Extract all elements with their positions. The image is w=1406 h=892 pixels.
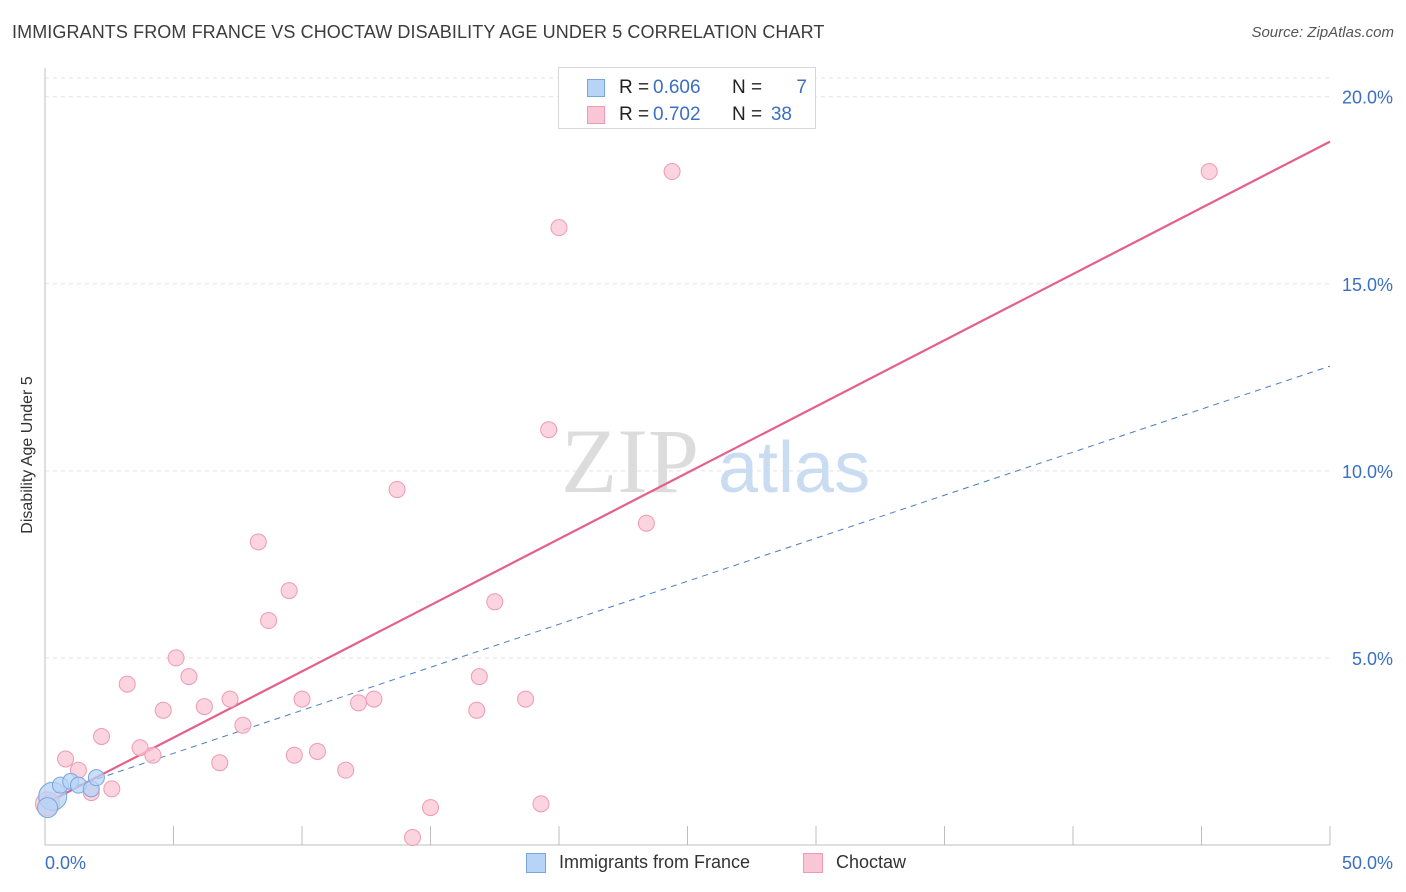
choctaw-point — [365, 690, 383, 708]
legend-choctaw-label: Choctaw — [836, 852, 907, 872]
choctaw-point — [93, 727, 111, 745]
watermark: ZIP atlas — [561, 410, 870, 512]
choctaw-point — [195, 698, 213, 716]
axes — [44, 68, 1331, 846]
choctaw-point — [131, 739, 149, 757]
choctaw-point — [422, 799, 439, 817]
choctaw-point — [293, 690, 311, 708]
legend-choctaw-swatch — [803, 853, 823, 873]
choctaw-point — [540, 421, 558, 439]
choctaw-point — [532, 795, 550, 813]
chart-title: IMMIGRANTS FROM FRANCE VS CHOCTAW DISABI… — [12, 22, 825, 42]
choctaw-point — [211, 754, 229, 772]
stats-row-choctaw: R = 0.702 N = 38 — [559, 102, 815, 128]
choctaw-point — [260, 612, 278, 630]
choctaw-point — [154, 701, 172, 719]
stats-box: R = 0.606 N = 7 R = 0.702 N = 38 — [558, 67, 816, 129]
data-points — [35, 163, 1218, 847]
choctaw-r-value: 0.702 — [653, 104, 701, 125]
choctaw-r-label: R = — [619, 104, 650, 125]
choctaw-point — [308, 742, 326, 760]
france-r-value: 0.606 — [653, 77, 701, 98]
choctaw-point — [517, 690, 535, 708]
choctaw-point — [468, 701, 486, 719]
choctaw-point — [221, 690, 239, 708]
choctaw-trend-line — [44, 140, 1331, 805]
choctaw-point — [1200, 163, 1218, 181]
trend-lines — [44, 140, 1331, 805]
france-trend-line — [44, 365, 1331, 797]
tick-labels: 5.0% 10.0% 15.0% 20.0% 0.0% 50.0% — [45, 88, 1393, 873]
choctaw-point — [470, 668, 488, 686]
x-tick-label: 0.0% — [45, 853, 86, 873]
choctaw-point — [550, 219, 568, 237]
legend-france-label: Immigrants from France — [559, 852, 751, 872]
france-point — [87, 769, 105, 787]
choctaw-point — [280, 582, 298, 600]
choctaw-point — [144, 746, 162, 764]
choctaw-point — [103, 780, 121, 798]
choctaw-point — [285, 746, 303, 764]
source-note: Source: ZipAtlas.com — [1251, 24, 1394, 41]
choctaw-point — [337, 761, 355, 779]
france-swatch — [587, 79, 605, 97]
choctaw-point — [486, 593, 504, 611]
x-tick-label: 50.0% — [1342, 853, 1393, 873]
y-tick-label: 10.0% — [1342, 462, 1393, 482]
choctaw-swatch — [587, 106, 605, 124]
watermark-zip: ZIP — [561, 410, 699, 512]
choctaw-point — [637, 514, 655, 532]
choctaw-point — [234, 716, 252, 734]
choctaw-point — [180, 668, 198, 686]
choctaw-point — [388, 481, 406, 499]
gridlines — [45, 77, 1330, 659]
choctaw-n-label: N = — [732, 104, 763, 125]
choctaw-point — [404, 829, 422, 847]
choctaw-point — [118, 675, 136, 693]
y-tick-label: 20.0% — [1342, 88, 1393, 108]
watermark-atlas: atlas — [718, 428, 870, 508]
france-r-label: R = — [619, 77, 650, 98]
choctaw-point — [167, 649, 185, 667]
stats-row-france: R = 0.606 N = 7 — [559, 75, 815, 101]
choctaw-point — [350, 694, 368, 712]
choctaw-n-value: 38 — [770, 104, 792, 125]
legend-france-swatch — [526, 853, 546, 873]
choctaw-point — [249, 533, 267, 551]
choctaw-point — [57, 750, 75, 768]
y-tick-label: 15.0% — [1342, 275, 1393, 295]
y-tick-label: 5.0% — [1352, 649, 1393, 669]
france-n-value: 7 — [796, 77, 807, 98]
france-point — [37, 797, 59, 819]
france-n-label: N = — [732, 77, 763, 98]
choctaw-point — [663, 163, 681, 181]
